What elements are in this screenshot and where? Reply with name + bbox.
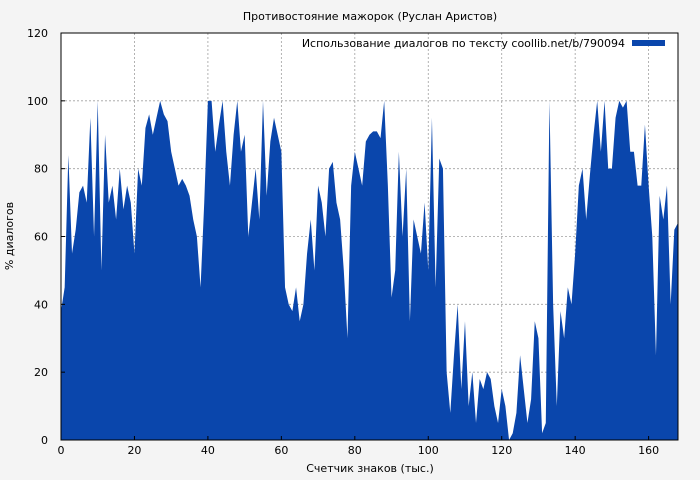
y-tick-label: 0 <box>41 434 48 447</box>
y-tick-label: 100 <box>27 95 48 108</box>
x-tick-label: 20 <box>127 444 141 457</box>
legend-swatch <box>632 40 665 46</box>
legend: Использование диалогов по тексту coollib… <box>302 37 665 50</box>
x-tick-label: 100 <box>418 444 439 457</box>
series-area-0 <box>61 100 678 440</box>
y-axis-ticks: 0 20 40 60 80 100 120 <box>27 27 65 447</box>
y-tick-label: 40 <box>34 298 48 311</box>
x-tick-label: 160 <box>638 444 659 457</box>
x-tick-label: 80 <box>348 444 362 457</box>
y-tick-label: 120 <box>27 27 48 40</box>
y-tick-label: 20 <box>34 366 48 379</box>
legend-label: Использование диалогов по тексту coollib… <box>302 37 625 50</box>
y-axis-label: % диалогов <box>3 202 16 270</box>
x-tick-label: 60 <box>274 444 288 457</box>
x-tick-label: 120 <box>491 444 512 457</box>
x-axis-ticks: 0 20 40 60 80 100 120 140 160 <box>58 436 659 457</box>
x-tick-label: 140 <box>565 444 586 457</box>
y-tick-label: 60 <box>34 231 48 244</box>
chart-title: Противостояние мажорок (Руслан Аристов) <box>243 10 497 23</box>
x-tick-label: 0 <box>58 444 65 457</box>
series-layer <box>61 100 678 440</box>
y-tick-label: 80 <box>34 163 48 176</box>
x-axis-label: Счетчик знаков (тыс.) <box>306 462 434 475</box>
x-tick-label: 40 <box>201 444 215 457</box>
